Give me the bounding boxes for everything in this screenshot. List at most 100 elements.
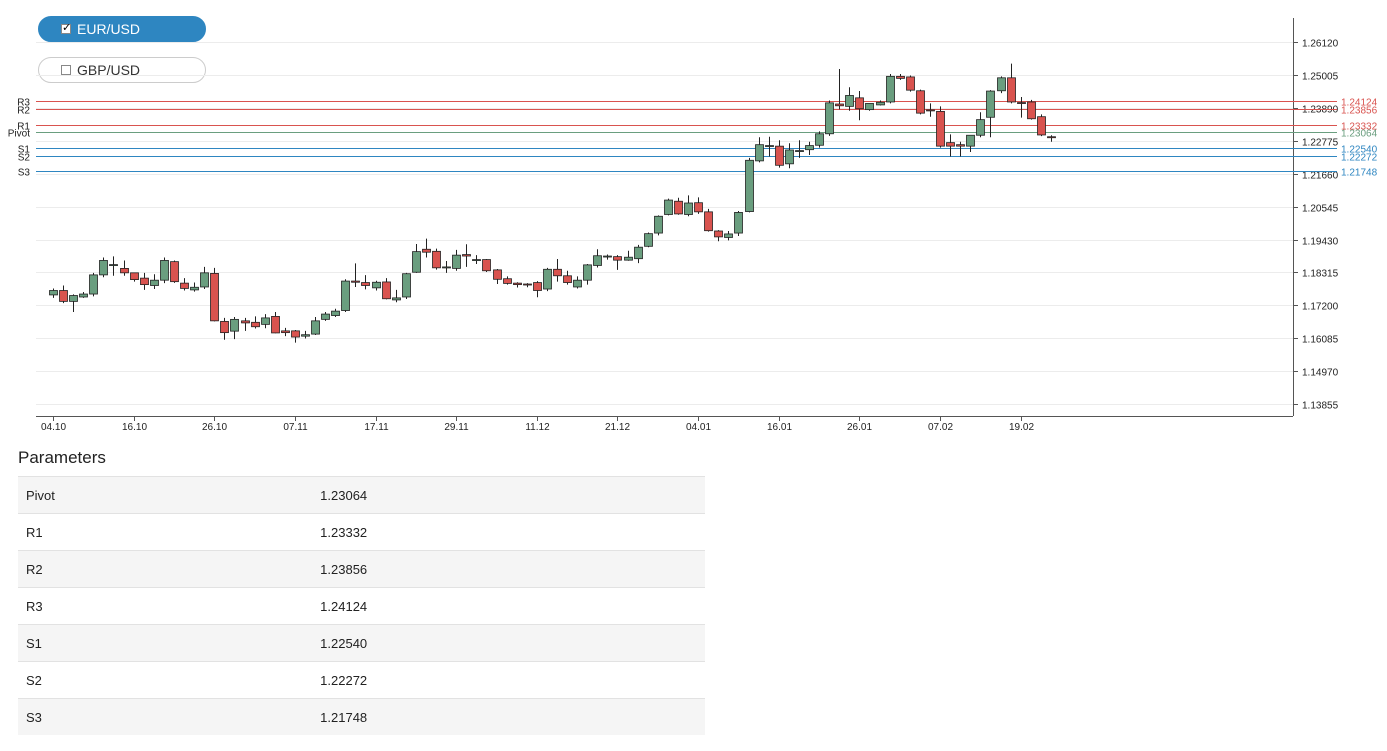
candle: [624, 250, 633, 261]
candle-body: [815, 133, 824, 146]
x-tick-label: 16.01: [767, 422, 792, 433]
candle-body: [835, 103, 844, 107]
candle-body: [805, 145, 814, 151]
candle-body: [311, 320, 320, 335]
candle: [382, 278, 391, 300]
candle: [684, 195, 693, 217]
candle-body: [251, 321, 260, 328]
candle-body: [936, 110, 945, 147]
x-tick-label: 07.11: [283, 422, 308, 433]
candle: [140, 272, 149, 290]
y-tick-label: 1.19430: [1302, 237, 1339, 248]
candle: [986, 90, 995, 138]
candle: [1017, 96, 1026, 118]
x-tick-label: 21.12: [605, 422, 630, 433]
candle-body: [533, 282, 542, 291]
candle-body: [886, 75, 895, 103]
level-value-s3: 1.21748: [1341, 168, 1378, 179]
candle-body: [865, 103, 874, 111]
candle-body: [472, 259, 481, 261]
candle: [724, 230, 733, 241]
pair-toggle-gbpusd[interactable]: GBP/USD: [38, 57, 206, 83]
candle-body: [593, 255, 602, 266]
param-value: 1.24124: [320, 587, 705, 625]
candle: [200, 266, 209, 290]
candle: [896, 73, 905, 80]
candle: [89, 272, 98, 297]
candle-body: [583, 264, 592, 281]
candle: [835, 68, 844, 110]
pair-label: EUR/USD: [77, 21, 141, 37]
candle-body: [331, 310, 340, 316]
candle: [775, 140, 784, 168]
candle: [241, 317, 250, 331]
candle: [422, 238, 431, 258]
candle-body: [79, 293, 88, 298]
x-tick-label: 26.01: [847, 422, 872, 433]
candle: [865, 103, 874, 111]
candle-body: [392, 297, 401, 301]
candle: [341, 279, 350, 313]
x-tick-label: 29.11: [444, 422, 469, 433]
candle-body: [613, 256, 622, 261]
candle: [301, 330, 310, 339]
candle: [372, 280, 381, 291]
candle: [99, 257, 108, 278]
candle: [432, 248, 441, 270]
parameters-title: Parameters: [18, 448, 106, 467]
param-name: S1: [18, 624, 321, 662]
candle: [1007, 63, 1016, 104]
candle: [190, 282, 199, 292]
candle: [845, 87, 854, 111]
candle: [291, 329, 300, 343]
candle-body: [543, 268, 552, 290]
candle-body: [694, 202, 703, 213]
candle-body: [220, 321, 229, 334]
candle-body: [795, 150, 804, 152]
candle: [271, 312, 280, 334]
candle: [734, 210, 743, 237]
pair-toggle-eurusd[interactable]: EUR/USD: [38, 16, 206, 42]
candle: [482, 258, 491, 272]
candle: [361, 275, 370, 290]
candle-body: [200, 272, 209, 288]
candle: [462, 244, 471, 267]
candle: [664, 198, 673, 216]
candle-body: [956, 144, 965, 147]
param-value: 1.23064: [320, 476, 705, 514]
param-name: R3: [18, 587, 321, 625]
candle-body: [1037, 116, 1046, 136]
candle: [392, 289, 401, 303]
param-value: 1.22540: [320, 624, 705, 662]
candle-body: [1017, 102, 1026, 104]
param-name: Pivot: [18, 476, 321, 514]
candle-body: [845, 95, 854, 107]
candle: [876, 100, 885, 106]
candle: [553, 258, 562, 282]
candle: [997, 76, 1006, 94]
candle-body: [876, 101, 885, 106]
candle: [956, 141, 965, 157]
level-value-s1: 1.22540: [1341, 145, 1378, 156]
candle: [855, 91, 864, 121]
x-tick-label: 07.02: [928, 422, 953, 433]
candle-body: [99, 260, 108, 276]
candle-body: [976, 119, 985, 136]
candle: [825, 100, 834, 136]
candle: [755, 137, 764, 163]
y-tick-label: 1.22775: [1302, 138, 1339, 149]
candle: [936, 106, 945, 148]
candle: [815, 131, 824, 148]
y-tick-label: 1.21660: [1302, 171, 1339, 182]
param-value: 1.21748: [320, 698, 705, 735]
param-name: R2: [18, 550, 321, 588]
x-tick-label: 16.10: [122, 422, 147, 433]
candle-body: [341, 280, 350, 311]
x-tick-label: 04.01: [686, 422, 711, 433]
checkbox-unchecked-icon[interactable]: [61, 65, 71, 75]
candle-body: [130, 272, 139, 281]
param-value: 1.22272: [320, 661, 705, 699]
checkbox-checked-icon[interactable]: [61, 21, 71, 34]
candle-body: [402, 273, 411, 298]
candle: [946, 134, 955, 157]
